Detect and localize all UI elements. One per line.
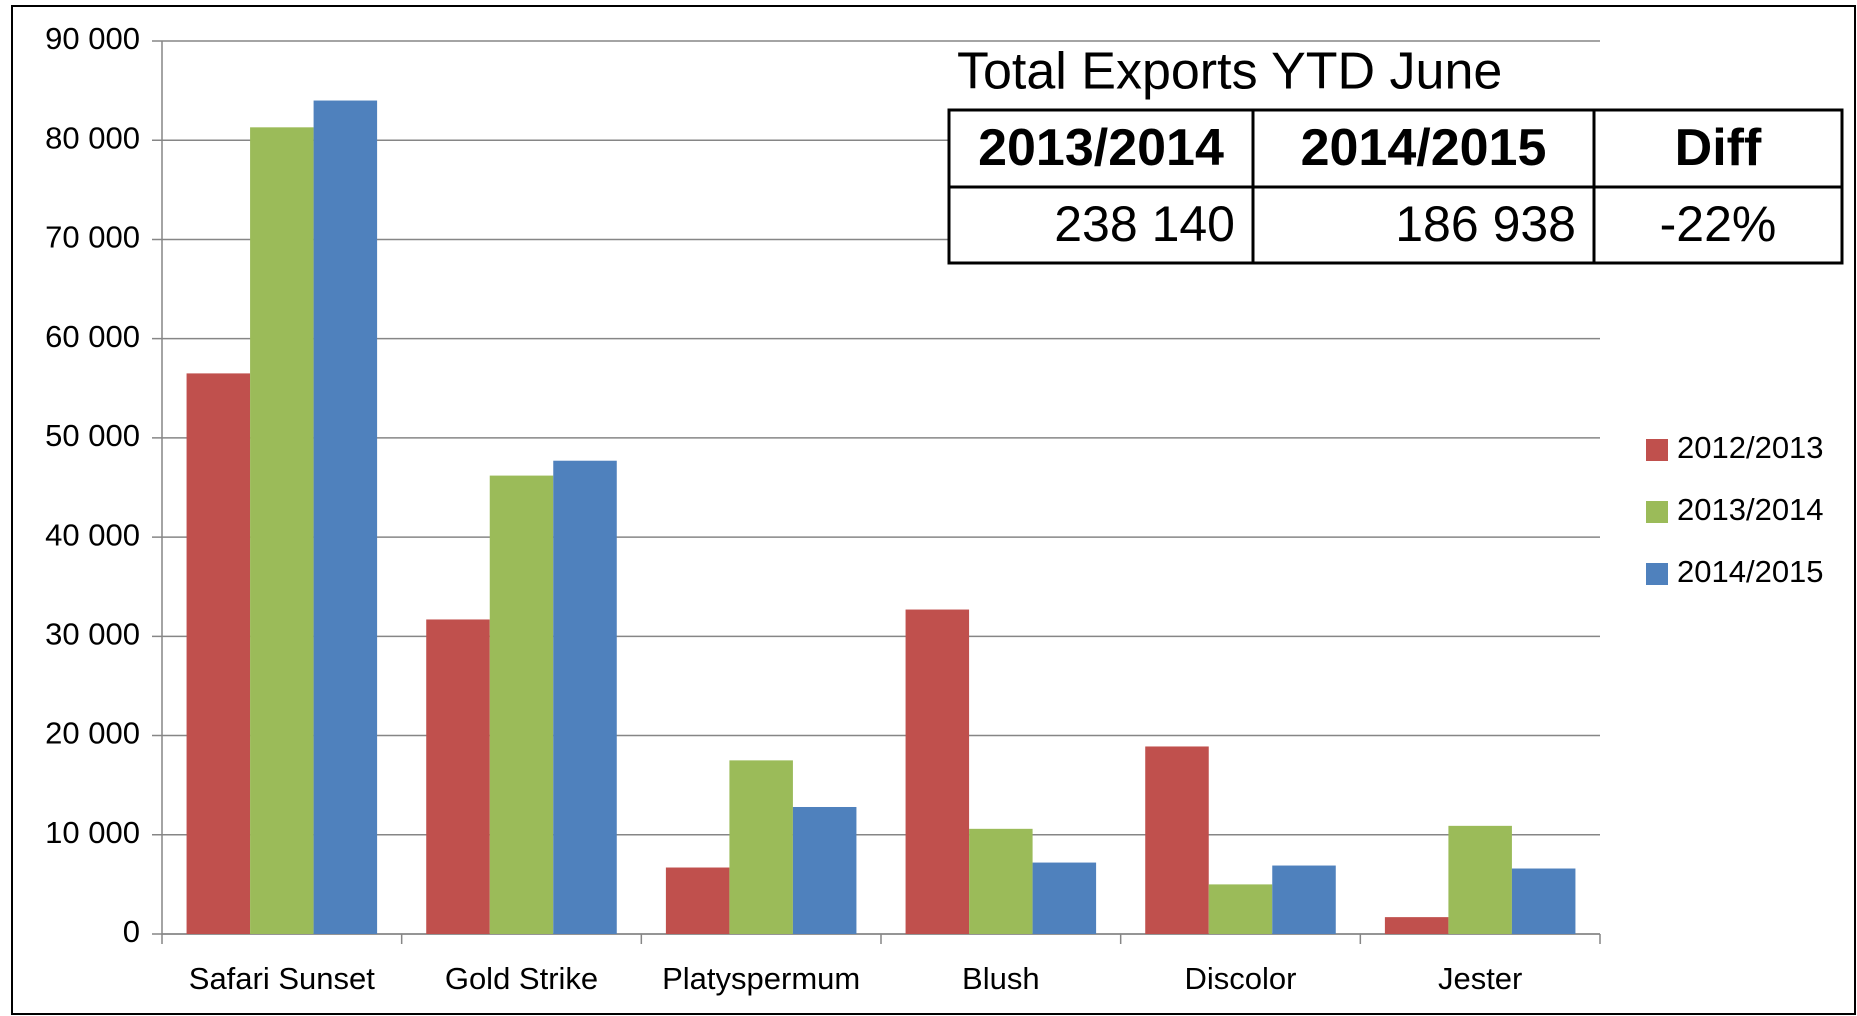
- y-tick-label: 90 000: [45, 21, 140, 56]
- bar: [905, 609, 970, 934]
- bar: [1384, 917, 1449, 934]
- bar: [1145, 746, 1209, 934]
- y-tick-label: 20 000: [45, 716, 140, 751]
- bar: [553, 460, 617, 934]
- legend-swatch: [1646, 439, 1668, 461]
- x-tick-label: Gold Strike: [445, 961, 598, 996]
- y-tick-label: 10 000: [45, 815, 140, 850]
- legend-label: 2014/2015: [1677, 554, 1824, 589]
- y-tick-label: 40 000: [45, 517, 140, 552]
- bar: [665, 867, 730, 934]
- y-tick-label: 30 000: [45, 617, 140, 652]
- table-title: Total Exports YTD June: [957, 43, 1502, 101]
- table-cell: 238 140: [1054, 196, 1235, 252]
- y-tick-label: 50 000: [45, 418, 140, 453]
- bar: [969, 828, 1033, 934]
- legend-swatch: [1646, 563, 1668, 585]
- bar: [792, 806, 857, 934]
- y-tick-label: 0: [123, 914, 140, 949]
- x-tick-label: Blush: [962, 961, 1040, 996]
- x-tick-label: Platyspermum: [662, 961, 860, 996]
- legend-swatch: [1646, 501, 1668, 523]
- bar: [1032, 862, 1097, 934]
- y-tick-label: 80 000: [45, 120, 140, 155]
- bar: [250, 127, 314, 934]
- bar: [1448, 825, 1512, 934]
- legend-label: 2013/2014: [1677, 492, 1824, 527]
- bar: [729, 760, 793, 934]
- y-tick-label: 70 000: [45, 220, 140, 255]
- bar: [186, 373, 251, 935]
- bar: [489, 475, 554, 934]
- table-header: 2013/2014: [978, 119, 1224, 177]
- table-header: Diff: [1675, 119, 1762, 177]
- bar: [1511, 868, 1576, 934]
- x-tick-label: Jester: [1438, 961, 1522, 996]
- table-cell: 186 938: [1395, 196, 1576, 252]
- x-tick-label: Safari Sunset: [189, 961, 375, 996]
- y-tick-label: 60 000: [45, 319, 140, 354]
- bar: [426, 619, 490, 934]
- bar: [1208, 884, 1273, 934]
- table-header: 2014/2015: [1301, 119, 1547, 177]
- legend-label: 2012/2013: [1677, 430, 1824, 465]
- bar: [1272, 865, 1336, 934]
- table-cell: -22%: [1660, 196, 1777, 252]
- x-tick-label: Discolor: [1185, 961, 1297, 996]
- bar: [313, 100, 378, 935]
